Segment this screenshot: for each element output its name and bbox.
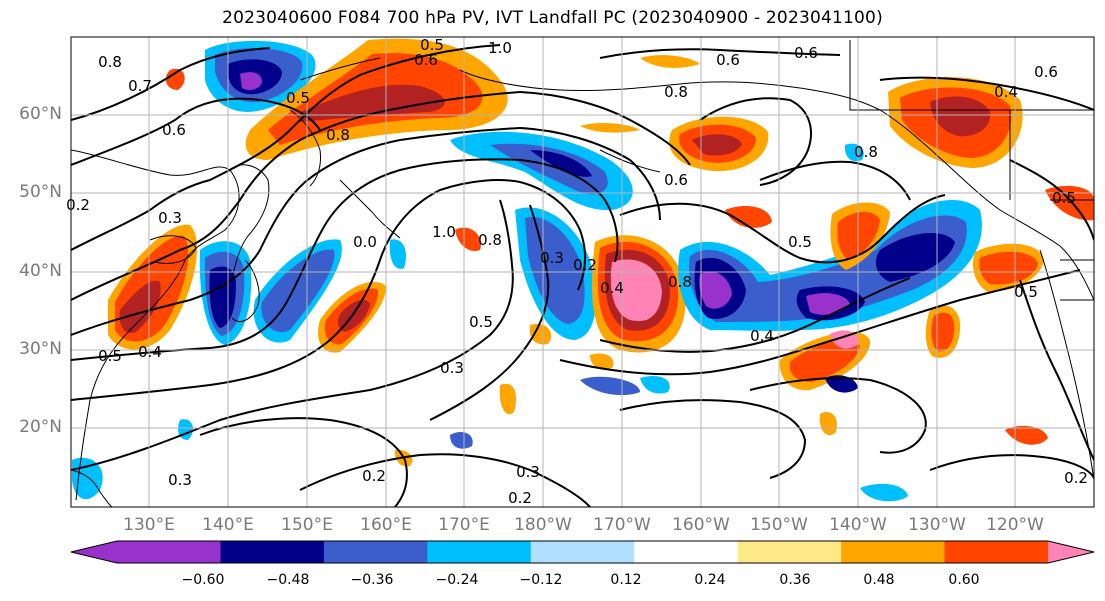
- contour-label: 0.6: [414, 51, 438, 69]
- lon-label-170w: 170°W: [593, 515, 651, 535]
- contour-label: 0.2: [1064, 469, 1088, 487]
- lon-label-120w: 120°W: [986, 515, 1044, 535]
- lat-label-60n: 60°N: [19, 104, 62, 124]
- colorbar-tick-p024: 0.24: [694, 572, 726, 588]
- lon-label-130e: 130°E: [123, 515, 175, 535]
- colorbar-tick-p048: 0.48: [863, 572, 895, 588]
- ivt-filled-anomalies: [72, 38, 1094, 502]
- contour-label: 1.0: [488, 39, 512, 57]
- contour-label: 0.8: [478, 231, 502, 249]
- lon-label-140e: 140°E: [202, 515, 254, 535]
- contour-label: 0.2: [573, 256, 597, 274]
- lon-label-130w: 130°W: [908, 515, 966, 535]
- map-panel: 0.80.70.60.50.80.50.61.00.80.60.60.40.80…: [66, 36, 1095, 508]
- contour-label: 0.5: [286, 89, 310, 107]
- contour-label: 0.6: [794, 44, 818, 62]
- lon-label-180w: 180°W: [514, 515, 572, 535]
- figure-title: 2023040600 F084 700 hPa PV, IVT Landfall…: [222, 8, 883, 28]
- pv-contours: [71, 44, 1094, 507]
- contour-label: 0.2: [362, 467, 386, 485]
- contour-label: 0.8: [98, 53, 122, 71]
- contour-label: 0.7: [128, 77, 152, 95]
- lon-label-160e: 160°E: [360, 515, 412, 535]
- colorbar-tick-m024: −0.24: [435, 572, 479, 588]
- colorbar-tick-m060: −0.60: [181, 572, 225, 588]
- contour-label: 0.3: [158, 209, 182, 227]
- contour-label: 0.5: [420, 36, 444, 54]
- contour-label: 0.6: [162, 121, 186, 139]
- contour-label: 0.4: [138, 343, 162, 361]
- colorbar-tick-p012: 0.12: [610, 572, 642, 588]
- contour-label: 0.3: [516, 463, 540, 481]
- lon-label-160w: 160°W: [672, 515, 730, 535]
- contour-label: 0.6: [1034, 63, 1058, 81]
- contour-label: 0.8: [668, 273, 692, 291]
- contour-label: 0.2: [508, 489, 532, 507]
- contour-label: 0.4: [600, 279, 624, 297]
- contour-label: 0.3: [440, 359, 464, 377]
- lat-label-40n: 40°N: [19, 261, 62, 281]
- contour-label: 0.6: [664, 171, 688, 189]
- colorbar-tick-p060: 0.60: [948, 572, 980, 588]
- lon-label-140w: 140°W: [829, 515, 887, 535]
- colorbar-tick-m048: −0.48: [266, 572, 310, 588]
- map-frame: [70, 36, 1095, 508]
- contour-label: 0.8: [854, 143, 878, 161]
- contour-label: 0.3: [540, 249, 564, 267]
- contour-label: 0.5: [788, 233, 812, 251]
- lat-label-20n: 20°N: [19, 417, 62, 437]
- contour-label: 0.5: [469, 313, 493, 331]
- colorbar-tick-m036: −0.36: [350, 572, 394, 588]
- lon-label-170e: 170°E: [438, 515, 490, 535]
- lon-label-150e: 150°E: [281, 515, 333, 535]
- colorbar-tick-m012: −0.12: [519, 572, 563, 588]
- contour-label: 0.4: [750, 327, 774, 345]
- contour-label: 0.5: [98, 347, 122, 365]
- contour-label: 1.0: [432, 223, 456, 241]
- contour-labels: 0.80.70.60.50.80.50.61.00.80.60.60.40.80…: [66, 36, 1088, 507]
- contour-label: 0.6: [716, 51, 740, 69]
- colorbar-tick-p036: 0.36: [779, 572, 811, 588]
- contour-label: 0.3: [168, 471, 192, 489]
- lon-label-150w: 150°W: [750, 515, 808, 535]
- contour-label: 0.5: [1014, 283, 1038, 301]
- contour-label: 0.8: [664, 83, 688, 101]
- contour-label: 0.5: [1052, 189, 1076, 207]
- graticule: [71, 37, 1094, 507]
- contour-label: 0.2: [66, 196, 90, 214]
- contour-label: 0.4: [994, 83, 1018, 101]
- contour-label: 0.8: [326, 126, 350, 144]
- contour-label: 0.0: [353, 233, 377, 251]
- lat-label-50n: 50°N: [19, 182, 62, 202]
- lat-label-30n: 30°N: [19, 339, 62, 359]
